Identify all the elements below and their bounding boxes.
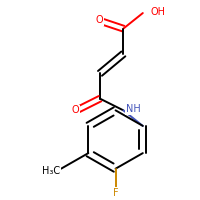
Text: F: F (113, 188, 118, 198)
Text: O: O (72, 105, 79, 115)
Text: OH: OH (151, 7, 166, 17)
Text: NH: NH (126, 104, 141, 114)
Text: H₃C: H₃C (42, 166, 60, 176)
Text: O: O (95, 15, 103, 25)
